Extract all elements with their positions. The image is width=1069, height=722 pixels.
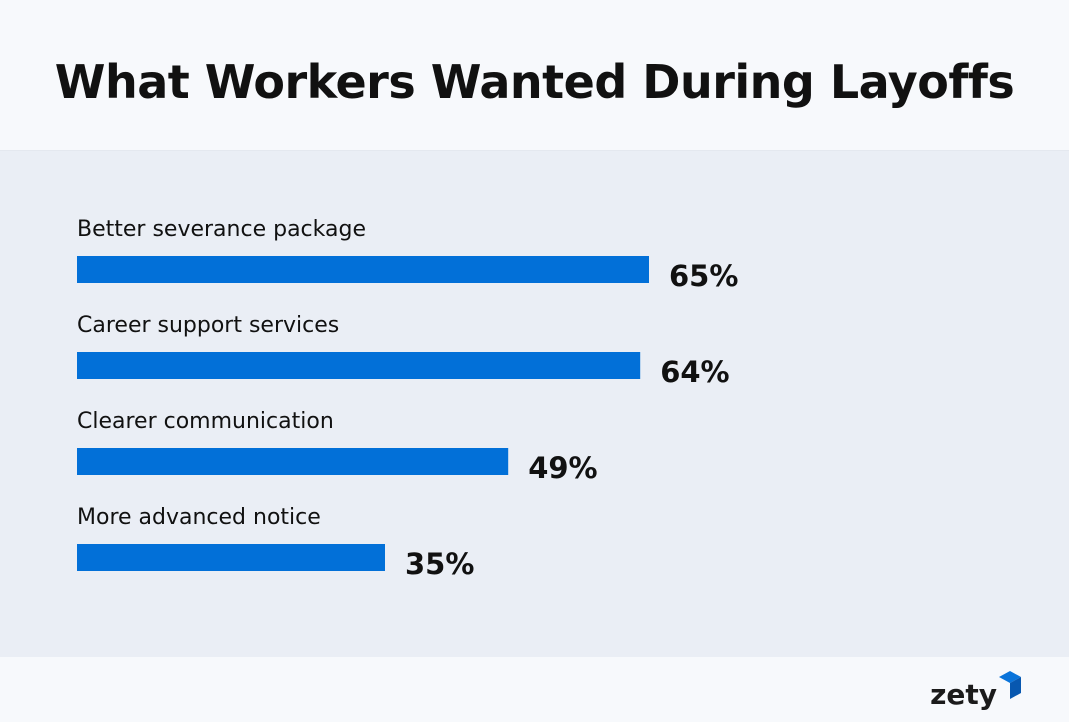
category-label: Career support services xyxy=(77,313,339,338)
value-label: 49% xyxy=(528,451,597,485)
category-label: Better severance package xyxy=(77,217,366,242)
bar xyxy=(77,544,385,571)
footer xyxy=(0,657,1069,722)
plot-area xyxy=(0,151,1069,657)
brand-logo-text: zety xyxy=(930,678,997,711)
value-label: 65% xyxy=(669,259,738,293)
category-label: Clearer communication xyxy=(77,409,334,434)
chart-title: What Workers Wanted During Layoffs xyxy=(54,55,1015,109)
brand-logo: zety xyxy=(930,667,1021,711)
value-label: 64% xyxy=(660,355,729,389)
bar-chart: Better severance package 65% Career suppor… xyxy=(77,217,738,581)
header: What Workers Wanted During Layoffs xyxy=(0,0,1069,151)
bar xyxy=(77,352,641,379)
value-label: 35% xyxy=(405,547,474,581)
bar xyxy=(77,448,509,475)
category-label: More advanced notice xyxy=(77,505,321,530)
brand-logo-mark-icon xyxy=(999,671,1021,699)
bar xyxy=(77,256,649,283)
